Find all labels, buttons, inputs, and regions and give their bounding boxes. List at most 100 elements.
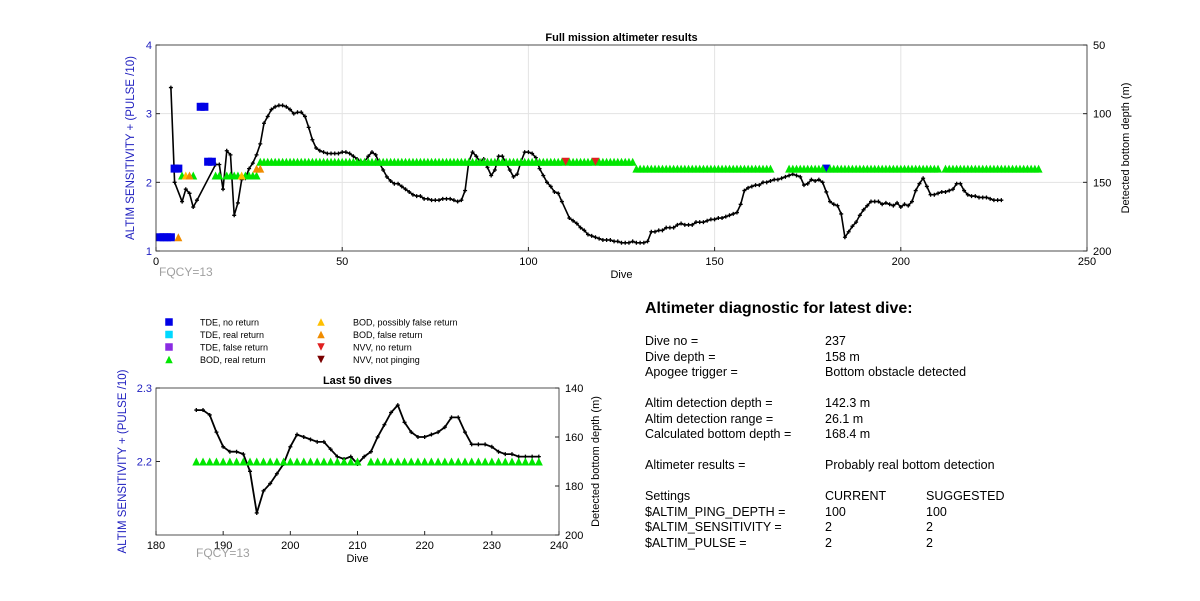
full-mission-bottom-depth-point bbox=[895, 200, 900, 205]
apogee-value: Bottom obstacle detected bbox=[825, 365, 967, 379]
last-50-y-axis-label: ALTIM SENSITIVITY + (PULSE /10) bbox=[117, 369, 129, 553]
full-mission-bottom-depth-point bbox=[578, 225, 583, 230]
full-mission-bottom-depth-point bbox=[790, 172, 795, 177]
last-50-y2-tick-label: 140 bbox=[565, 383, 583, 395]
full-mission-bottom-depth-point bbox=[883, 200, 888, 205]
full-mission-bottom-depth-point bbox=[973, 194, 978, 199]
full-mission-bottom-depth-point bbox=[909, 199, 914, 204]
full-mission-bottom-depth-point bbox=[712, 217, 717, 222]
last-50-bod-real-return-marker bbox=[246, 457, 255, 466]
full-mission-bottom-depth-point bbox=[746, 185, 751, 190]
last-50-bod-real-return-marker bbox=[340, 457, 349, 466]
full-mission-bottom-depth-point bbox=[325, 151, 330, 156]
full-mission-bottom-depth-point bbox=[388, 178, 393, 183]
results-row: Altimeter results = Probably real bottom… bbox=[645, 458, 1165, 474]
full-mission-bottom-depth-point bbox=[641, 240, 646, 245]
full-mission-bod-real-return-marker bbox=[557, 157, 566, 166]
pulse-label: $ALTIM_PULSE = bbox=[645, 535, 747, 550]
full-mission-bottom-depth-point bbox=[373, 152, 378, 157]
full-mission-bottom-depth-point bbox=[474, 154, 479, 159]
full-mission-bottom-depth-point bbox=[433, 198, 438, 203]
pulse-suggested: 2 bbox=[926, 535, 933, 550]
full-mission-bottom-depth-point bbox=[887, 202, 892, 207]
full-mission-bottom-depth-point bbox=[977, 195, 982, 200]
legend-marker-bod-possibly-false-return bbox=[317, 318, 325, 326]
last-50-bod-real-return-marker bbox=[252, 457, 261, 466]
full-mission-bottom-depth-point bbox=[600, 238, 605, 243]
last-50-bottom-depth-point bbox=[261, 488, 266, 493]
full-mission-bottom-depth-point bbox=[585, 232, 590, 237]
full-mission-bottom-depth-point bbox=[559, 199, 564, 204]
last-50-y2-tick-label: 180 bbox=[565, 481, 583, 493]
last-50-bod-real-return-marker bbox=[219, 457, 228, 466]
full-mission-bottom-depth-point bbox=[716, 216, 721, 221]
last-50-bod-real-return-marker bbox=[393, 457, 402, 466]
full-mission-bottom-depth-point bbox=[805, 181, 810, 186]
full-mission-bottom-depth-point bbox=[801, 183, 806, 188]
full-mission-bottom-depth-point bbox=[191, 205, 196, 210]
last-50-bod-real-return-marker bbox=[413, 457, 422, 466]
last-50-bottom-depth-point bbox=[375, 435, 380, 439]
full-mission-bottom-depth-point bbox=[463, 188, 468, 193]
legend-label: TDE, false return bbox=[200, 343, 268, 353]
full-mission-bottom-depth-point bbox=[306, 125, 311, 130]
full-mission-bottom-depth-point bbox=[686, 222, 691, 227]
last-50-bod-real-return-marker bbox=[225, 457, 234, 466]
full-mission-bottom-depth-point bbox=[846, 229, 851, 234]
full-mission-bottom-depth-point bbox=[649, 229, 654, 234]
legend-label: NVV, no return bbox=[353, 343, 412, 353]
full-mission-bottom-depth-point bbox=[545, 180, 550, 185]
full-mission-bottom-depth-point bbox=[299, 110, 304, 115]
full-mission-bottom-depth-point bbox=[321, 150, 326, 155]
full-mission-bottom-depth-point bbox=[693, 220, 698, 225]
full-mission-bottom-depth-point bbox=[798, 174, 803, 179]
full-mission-bottom-depth-point bbox=[824, 189, 829, 194]
ping-depth-suggested: 100 bbox=[926, 504, 947, 519]
last-50-bottom-depth-point bbox=[496, 449, 501, 454]
full-mission-fqcy-annotation: FQCY=13 bbox=[159, 265, 213, 279]
full-mission-bottom-depth-point bbox=[384, 174, 389, 179]
last-50-bottom-depth-point bbox=[476, 442, 481, 447]
full-mission-nvv-no-return-marker bbox=[561, 157, 570, 166]
full-mission-y2-tick-label: 150 bbox=[1093, 177, 1111, 189]
full-mission-bottom-depth-point bbox=[485, 165, 490, 170]
current-header: CURRENT bbox=[825, 489, 887, 503]
last-50-bottom-depth-point bbox=[389, 410, 394, 415]
full-mission-bottom-depth-point bbox=[593, 235, 598, 240]
full-mission-bottom-depth-point bbox=[221, 187, 226, 192]
last-50-bottom-depth-point bbox=[503, 452, 508, 457]
dive-no-label: Dive no = bbox=[645, 334, 699, 348]
legend-marker-tde-false-return bbox=[165, 343, 173, 351]
full-mission-bottom-depth-point bbox=[831, 202, 836, 207]
altim-depth-value: 142.3 m bbox=[825, 396, 871, 410]
full-mission-bottom-depth-point bbox=[589, 233, 594, 238]
full-mission-bottom-depth-point bbox=[604, 238, 609, 243]
full-mission-bottom-depth-point bbox=[723, 214, 728, 219]
last-50-bod-real-return-marker bbox=[427, 457, 436, 466]
legend-marker-bod-real-return bbox=[165, 355, 173, 364]
last-50-bod-real-return-marker bbox=[306, 457, 315, 466]
full-mission-bottom-depth-point bbox=[626, 240, 631, 245]
full-mission-bottom-depth-point bbox=[403, 187, 408, 192]
full-mission-bottom-depth-point bbox=[783, 174, 788, 179]
last-50-bod-real-return-marker bbox=[353, 457, 362, 466]
last-50-bottom-depth-point bbox=[214, 430, 219, 435]
settings-header: Settings bbox=[645, 489, 691, 503]
full-mission-bottom-depth-point bbox=[567, 216, 572, 221]
full-mission-bottom-depth-point bbox=[224, 148, 229, 153]
full-mission-tde-no-return-marker bbox=[166, 233, 175, 242]
full-mission-x-tick-label: 0 bbox=[153, 256, 159, 268]
full-mission-bottom-depth-point bbox=[187, 191, 192, 196]
full-mission-bottom-depth-point bbox=[958, 181, 963, 186]
diagnostic-title: Altimeter diagnostic for latest dive: bbox=[645, 300, 913, 317]
legend: TDE, no return TDE, real return TDE, false… bbox=[165, 318, 458, 365]
legend-label: TDE, no return bbox=[200, 318, 259, 328]
full-mission-bottom-depth-point bbox=[932, 192, 937, 197]
full-mission-bottom-depth-point bbox=[440, 196, 445, 201]
full-mission-bottom-depth-point bbox=[660, 228, 665, 233]
full-mission-bottom-depth-point bbox=[891, 203, 896, 208]
full-mission-bottom-depth-point bbox=[571, 218, 576, 223]
full-mission-bottom-depth-point bbox=[720, 216, 725, 221]
